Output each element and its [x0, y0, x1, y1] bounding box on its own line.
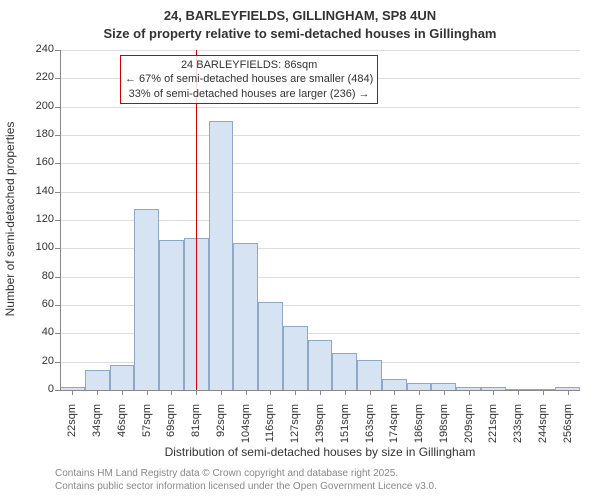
y-tick-label: 120	[26, 213, 54, 225]
y-tick-label: 140	[26, 185, 54, 197]
gridline	[60, 50, 580, 51]
x-tick-label: 233sqm	[512, 404, 524, 454]
gridline	[60, 192, 580, 193]
chart-title-line1: 24, BARLEYFIELDS, GILLINGHAM, SP8 4UN	[0, 8, 600, 23]
x-tick-label: 127sqm	[289, 404, 301, 454]
footnote-line1: Contains HM Land Registry data © Crown c…	[55, 468, 398, 479]
histogram-bar	[283, 326, 308, 390]
histogram-bar	[110, 365, 135, 391]
x-tick-label: 69sqm	[165, 404, 177, 454]
plot-area: 24 BARLEYFIELDS: 86sqm← 67% of semi-deta…	[60, 50, 580, 390]
histogram-bar	[308, 340, 333, 390]
x-tick-label: 198sqm	[438, 404, 450, 454]
x-tick-label: 34sqm	[91, 404, 103, 454]
x-tick-label: 221sqm	[487, 404, 499, 454]
gridline	[60, 107, 580, 108]
gridline	[60, 135, 580, 136]
histogram-bar	[159, 240, 184, 390]
y-tick-label: 240	[26, 43, 54, 55]
histogram-bar	[431, 383, 456, 390]
histogram-bar	[382, 379, 407, 390]
y-tick-label: 0	[26, 383, 54, 395]
y-tick-label: 220	[26, 71, 54, 83]
x-tick-label: 116sqm	[264, 404, 276, 454]
x-axis-line	[60, 390, 580, 391]
gridline	[60, 163, 580, 164]
y-tick-label: 160	[26, 156, 54, 168]
histogram-bar	[407, 383, 432, 390]
histogram-bar	[258, 302, 283, 390]
annotation-line: 24 BARLEYFIELDS: 86sqm	[125, 58, 373, 72]
x-tick-label: 244sqm	[537, 404, 549, 454]
x-tick-label: 186sqm	[413, 404, 425, 454]
x-tick-label: 22sqm	[66, 404, 78, 454]
x-tick-label: 151sqm	[339, 404, 351, 454]
y-tick-label: 180	[26, 128, 54, 140]
histogram-bar	[357, 360, 382, 390]
x-tick-label: 256sqm	[562, 404, 574, 454]
histogram-bar	[233, 243, 258, 390]
x-tick-label: 104sqm	[240, 404, 252, 454]
chart-title-line2: Size of property relative to semi-detach…	[0, 26, 600, 41]
histogram-bar	[332, 353, 357, 390]
x-tick-label: 139sqm	[314, 404, 326, 454]
y-tick-label: 60	[26, 298, 54, 310]
y-tick-label: 100	[26, 241, 54, 253]
x-tick-label: 92sqm	[215, 404, 227, 454]
y-tick-label: 80	[26, 270, 54, 282]
x-tick-label: 46sqm	[116, 404, 128, 454]
y-tick-label: 40	[26, 326, 54, 338]
y-tick-label: 200	[26, 100, 54, 112]
x-tick-label: 163sqm	[364, 404, 376, 454]
annotation-box: 24 BARLEYFIELDS: 86sqm← 67% of semi-deta…	[120, 55, 378, 104]
y-tick-label: 20	[26, 355, 54, 367]
x-tick-label: 174sqm	[388, 404, 400, 454]
annotation-line: 33% of semi-detached houses are larger (…	[125, 87, 373, 101]
histogram-bar	[134, 209, 159, 390]
annotation-line: ← 67% of semi-detached houses are smalle…	[125, 72, 373, 86]
x-tick-label: 81sqm	[190, 404, 202, 454]
x-tick-label: 209sqm	[463, 404, 475, 454]
x-tick-label: 57sqm	[141, 404, 153, 454]
chart-container: 24, BARLEYFIELDS, GILLINGHAM, SP8 4UN Si…	[0, 0, 600, 500]
footnote-line2: Contains public sector information licen…	[55, 481, 437, 492]
histogram-bar	[85, 370, 110, 390]
y-axis-label: Number of semi-detached properties	[3, 119, 17, 319]
histogram-bar	[209, 121, 234, 390]
y-axis-line	[60, 50, 61, 390]
